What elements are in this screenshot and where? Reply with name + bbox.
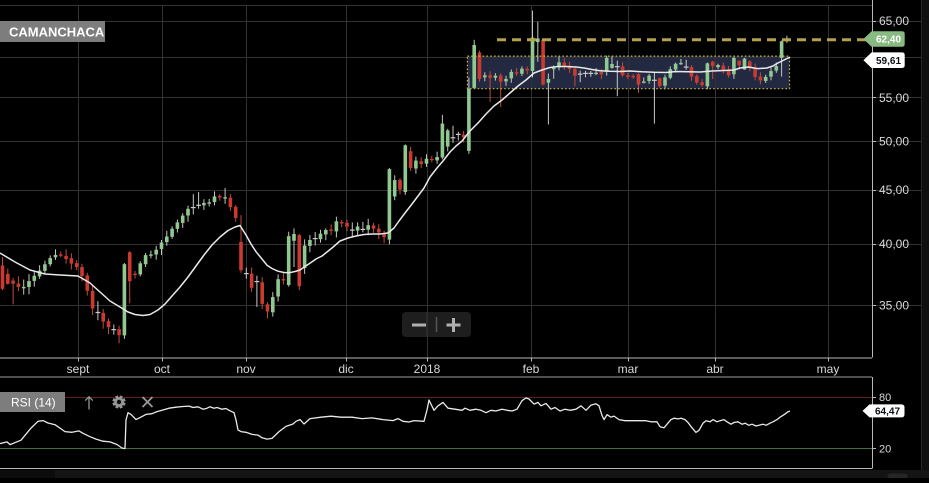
svg-text:35,00: 35,00 xyxy=(879,299,909,313)
svg-text:40,00: 40,00 xyxy=(879,237,909,251)
svg-text:80: 80 xyxy=(879,392,891,404)
svg-text:2018: 2018 xyxy=(414,362,441,376)
svg-text:CAMANCHACA: CAMANCHACA xyxy=(9,25,105,40)
svg-text:feb: feb xyxy=(523,362,540,376)
svg-text:oct: oct xyxy=(154,362,171,376)
svg-text:65,00: 65,00 xyxy=(879,14,909,28)
svg-text:abr: abr xyxy=(706,362,723,376)
svg-text:20: 20 xyxy=(879,444,891,456)
svg-text:may: may xyxy=(817,362,840,376)
svg-text:59,61: 59,61 xyxy=(876,56,901,67)
svg-text:RSI (14): RSI (14) xyxy=(11,396,56,410)
svg-text:64,47: 64,47 xyxy=(875,407,900,418)
svg-text:45,00: 45,00 xyxy=(879,183,909,197)
svg-text:55,00: 55,00 xyxy=(879,91,909,105)
svg-text:50,00: 50,00 xyxy=(879,135,909,149)
svg-text:nov: nov xyxy=(236,362,255,376)
svg-text:mar: mar xyxy=(618,362,639,376)
svg-text:dic: dic xyxy=(338,362,353,376)
svg-text:sept: sept xyxy=(67,362,90,376)
svg-text:62,40: 62,40 xyxy=(876,35,901,46)
